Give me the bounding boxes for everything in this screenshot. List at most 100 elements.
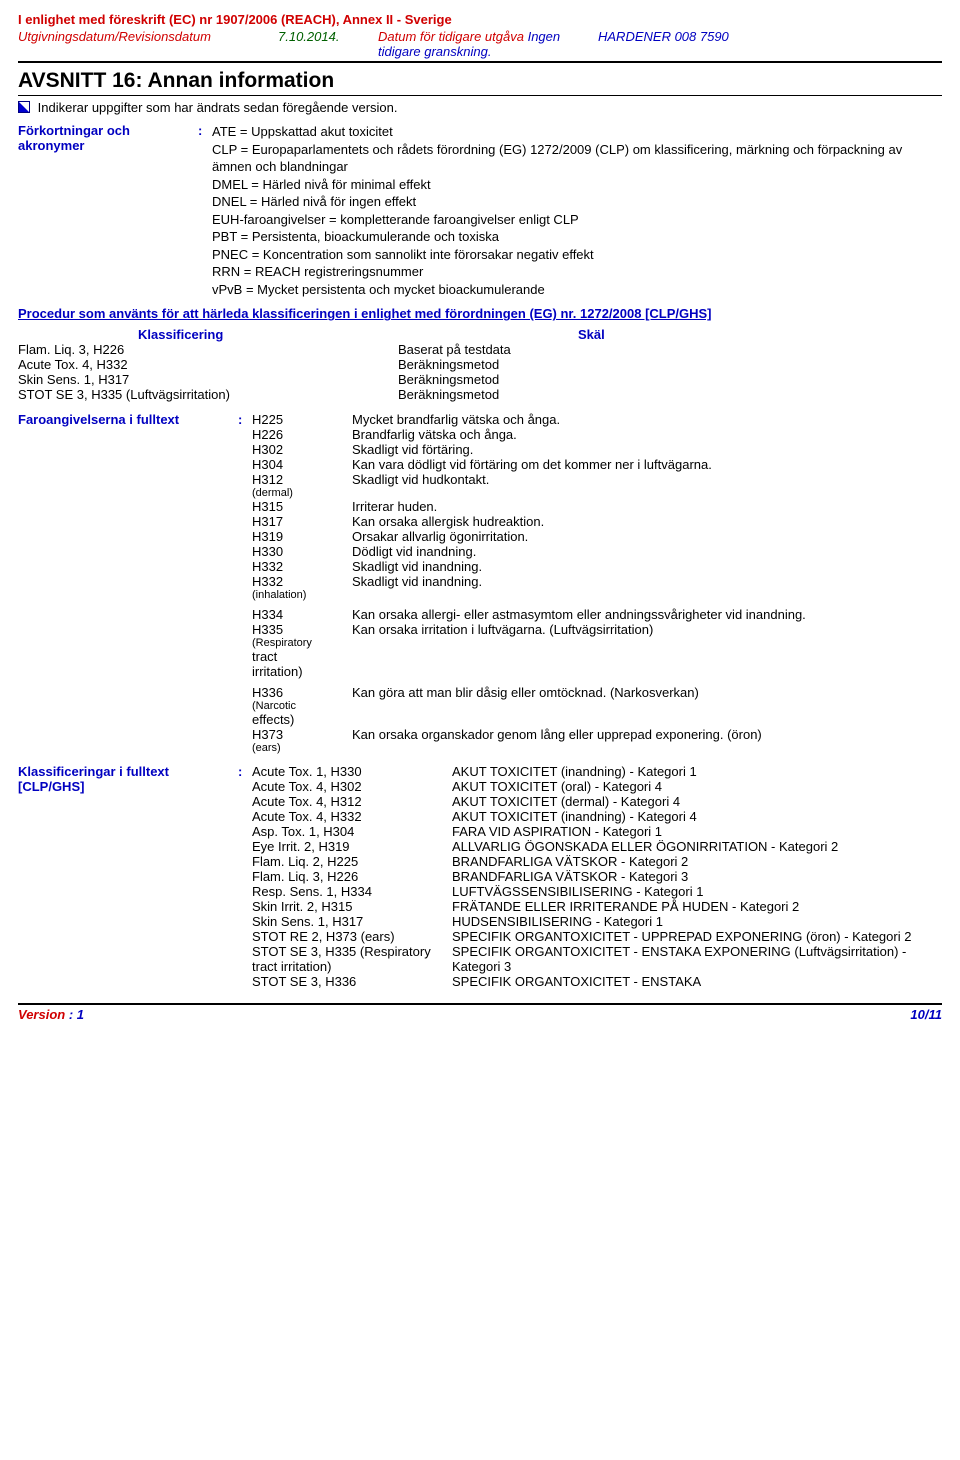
k-right: SPECIFIK ORGANTOXICITET - ENSTAKA bbox=[452, 974, 942, 989]
abbr-item: PBT = Persistenta, bioackumulerande och … bbox=[212, 228, 942, 246]
abbr-item: DMEL = Härled nivå för minimal effekt bbox=[212, 176, 942, 194]
k-right: FRÄTANDE ELLER IRRITERANDE PÅ HUDEN - Ka… bbox=[452, 899, 942, 914]
k-right: BRANDFARLIGA VÄTSKOR - Kategori 3 bbox=[452, 869, 942, 884]
version-label: Version bbox=[18, 1007, 65, 1022]
h-subnote: (dermal) bbox=[252, 487, 942, 499]
h-code: H335 bbox=[252, 622, 352, 637]
k-left: Flam. Liq. 3, H226 bbox=[252, 869, 452, 884]
procedure-title: Procedur som använts för att härleda kla… bbox=[18, 306, 942, 321]
abbr-item: CLP = Europaparlamentets och rådets föro… bbox=[212, 141, 942, 176]
k-left: Acute Tox. 4, H312 bbox=[252, 794, 452, 809]
abbreviations-block: Förkortningar och akronymer : ATE = Upps… bbox=[18, 123, 942, 298]
k-left: Skin Sens. 1, H317 bbox=[252, 914, 452, 929]
h-text: Dödligt vid inandning. bbox=[352, 544, 942, 559]
k-left: Resp. Sens. 1, H334 bbox=[252, 884, 452, 899]
class-header-right: Skäl bbox=[398, 327, 942, 342]
klass-rows: Acute Tox. 1, H330AKUT TOXICITET (inandn… bbox=[252, 764, 942, 989]
abbr-item: ATE = Uppskattad akut toxicitet bbox=[212, 123, 942, 141]
class-right: Beräkningsmetod bbox=[398, 372, 942, 387]
h-text: Skadligt vid inandning. bbox=[352, 574, 942, 589]
h-code: H302 bbox=[252, 442, 352, 457]
h-text: Mycket brandfarlig vätska och ånga. bbox=[352, 412, 942, 427]
abbr-label: Förkortningar och akronymer bbox=[18, 123, 198, 298]
page-number: 10/11 bbox=[910, 1007, 942, 1022]
h-code: H317 bbox=[252, 514, 352, 529]
h-text: Kan orsaka irritation i luftvägarna. (Lu… bbox=[352, 622, 942, 637]
classifications-fulltext-block: Klassificeringar i fulltext [CLP/GHS] : … bbox=[18, 764, 942, 989]
h-code: H330 bbox=[252, 544, 352, 559]
k-right: AKUT TOXICITET (inandning) - Kategori 1 bbox=[452, 764, 942, 779]
k-right: ALLVARLIG ÖGONSKADA ELLER ÖGONIRRITATION… bbox=[452, 839, 942, 854]
page-footer: Version : 1 10/11 bbox=[18, 1003, 942, 1022]
h-text: Orsakar allvarlig ögonirritation. bbox=[352, 529, 942, 544]
class-right: Baserat på testdata bbox=[398, 342, 942, 357]
colon: : bbox=[198, 123, 212, 298]
abbr-item: EUH-faroangivelser = kompletterande faro… bbox=[212, 211, 942, 229]
h-text: Brandfarlig vätska och ånga. bbox=[352, 427, 942, 442]
k-left: STOT RE 2, H373 (ears) bbox=[252, 929, 452, 944]
colon: : bbox=[238, 764, 252, 989]
h-code: H332 bbox=[252, 574, 352, 589]
h-text: Kan orsaka allergisk hudreaktion. bbox=[352, 514, 942, 529]
h-code: H373 bbox=[252, 727, 352, 742]
product-code: HARDENER 008 7590 bbox=[598, 29, 858, 59]
k-right: BRANDFARLIGA VÄTSKOR - Kategori 2 bbox=[452, 854, 942, 869]
prev-label: Datum för tidigare utgåva bbox=[378, 29, 524, 44]
fulltext-label: Faroangivelserna i fulltext bbox=[18, 412, 238, 754]
h-subnote: (Respiratory bbox=[252, 637, 942, 649]
klass-label: Klassificeringar i fulltext [CLP/GHS] bbox=[18, 764, 238, 989]
abbr-item: DNEL = Härled nivå för ingen effekt bbox=[212, 193, 942, 211]
version-value: 1 bbox=[77, 1007, 84, 1022]
k-left: Acute Tox. 4, H302 bbox=[252, 779, 452, 794]
k-left: STOT SE 3, H336 bbox=[252, 974, 452, 989]
class-left: Acute Tox. 4, H332 bbox=[18, 357, 398, 372]
changed-note: Indikerar uppgifter som har ändrats seda… bbox=[38, 100, 398, 115]
k-left: Acute Tox. 4, H332 bbox=[252, 809, 452, 824]
k-right: SPECIFIK ORGANTOXICITET - UPPREPAD EXPON… bbox=[452, 929, 942, 944]
h-code: H225 bbox=[252, 412, 352, 427]
h-code: H336 bbox=[252, 685, 352, 700]
h-text: Irriterar huden. bbox=[352, 499, 942, 514]
k-left: Asp. Tox. 1, H304 bbox=[252, 824, 452, 839]
abbr-item: PNEC = Koncentration som sannolikt inte … bbox=[212, 246, 942, 264]
h-text: Skadligt vid förtäring. bbox=[352, 442, 942, 457]
h-text: Kan orsaka organskador genom lång eller … bbox=[352, 727, 942, 742]
h-code: H319 bbox=[252, 529, 352, 544]
k-right: FARA VID ASPIRATION - Kategori 1 bbox=[452, 824, 942, 839]
prev-block: Datum för tidigare utgåva Ingen tidigare… bbox=[378, 29, 598, 59]
h-text: Kan orsaka allergi- eller astmasymtom el… bbox=[352, 607, 942, 622]
h-code: H304 bbox=[252, 457, 352, 472]
abbr-list: ATE = Uppskattad akut toxicitet CLP = Eu… bbox=[212, 123, 942, 298]
section-title: AVSNITT 16: Annan information bbox=[18, 69, 942, 96]
h-code: H332 bbox=[252, 559, 352, 574]
h-subnote: irritation) bbox=[252, 664, 942, 679]
k-right: SPECIFIK ORGANTOXICITET - ENSTAKA EXPONE… bbox=[452, 944, 942, 974]
h-text: Kan vara dödligt vid förtäring om det ko… bbox=[352, 457, 942, 472]
k-left: STOT SE 3, H335 (Respiratory tract irrit… bbox=[252, 944, 452, 974]
h-subnote: tract bbox=[252, 649, 942, 664]
class-left: Skin Sens. 1, H317 bbox=[18, 372, 398, 387]
k-left: Skin Irrit. 2, H315 bbox=[252, 899, 452, 914]
k-left: Eye Irrit. 2, H319 bbox=[252, 839, 452, 854]
k-right: AKUT TOXICITET (dermal) - Kategori 4 bbox=[452, 794, 942, 809]
version-block: Version : 1 bbox=[18, 1007, 84, 1022]
header-meta: Utgivningsdatum/Revisionsdatum 7.10.2014… bbox=[18, 29, 942, 63]
k-right: HUDSENSIBILISERING - Kategori 1 bbox=[452, 914, 942, 929]
h-text: Skadligt vid inandning. bbox=[352, 559, 942, 574]
hazard-fulltext-block: Faroangivelserna i fulltext : H225Mycket… bbox=[18, 412, 942, 754]
abbr-item: vPvB = Mycket persistenta och mycket bio… bbox=[212, 281, 942, 299]
k-right: AKUT TOXICITET (oral) - Kategori 4 bbox=[452, 779, 942, 794]
classification-table: Klassificering Skäl Flam. Liq. 3, H226 B… bbox=[18, 327, 942, 402]
colon: : bbox=[238, 412, 252, 754]
regulation-line: I enlighet med föreskrift (EC) nr 1907/2… bbox=[18, 12, 942, 27]
h-subnote: effects) bbox=[252, 712, 942, 727]
abbr-item: RRN = REACH registreringsnummer bbox=[212, 263, 942, 281]
class-header-left: Klassificering bbox=[18, 327, 398, 342]
h-code: H315 bbox=[252, 499, 352, 514]
pub-date: 7.10.2014. bbox=[278, 29, 378, 59]
h-statements: H225Mycket brandfarlig vätska och ånga. … bbox=[252, 412, 942, 754]
h-text: Skadligt vid hudkontakt. bbox=[352, 472, 942, 487]
k-right: AKUT TOXICITET (inandning) - Kategori 4 bbox=[452, 809, 942, 824]
k-left: Acute Tox. 1, H330 bbox=[252, 764, 452, 779]
k-right: LUFTVÄGSSENSIBILISERING - Kategori 1 bbox=[452, 884, 942, 899]
